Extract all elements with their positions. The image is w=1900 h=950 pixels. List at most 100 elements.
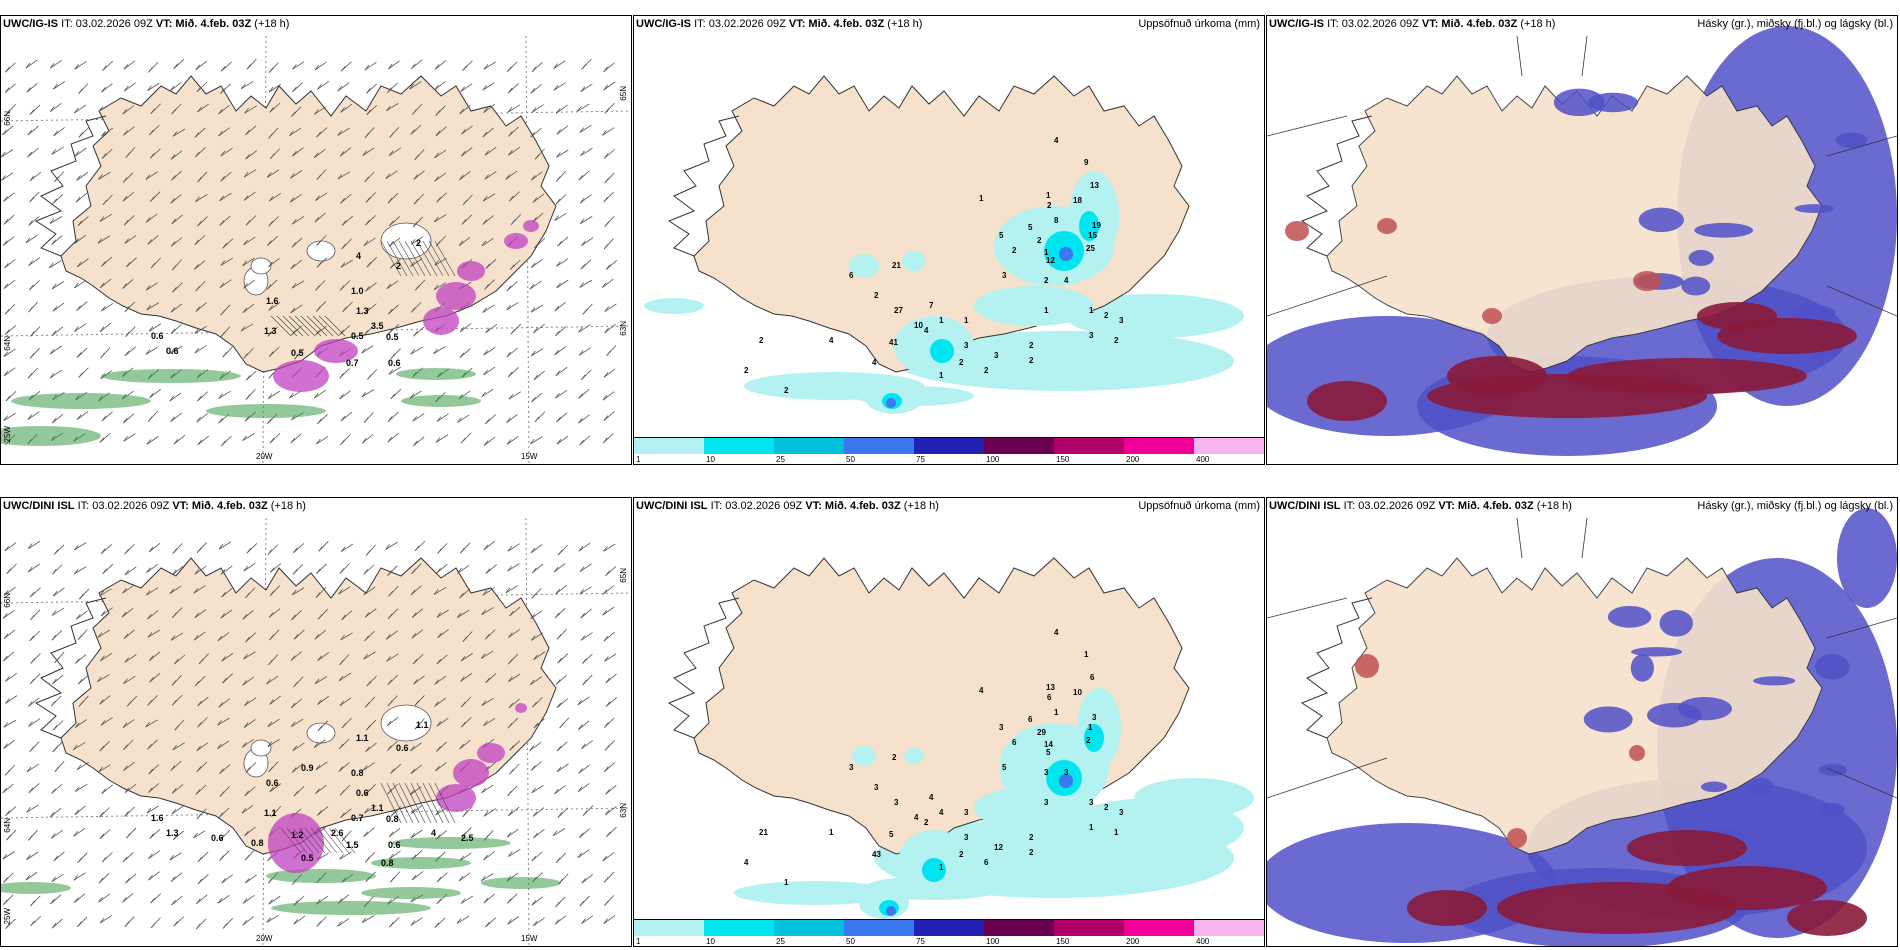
wind-barb-flag	[292, 745, 298, 752]
wind-barb	[485, 564, 498, 574]
wind-barb	[602, 127, 615, 136]
wind-barb	[533, 828, 545, 839]
wind-barb-flag	[49, 348, 55, 355]
wind-barb-flag	[412, 221, 418, 228]
wind-barb	[603, 411, 615, 421]
wind-barb	[292, 587, 305, 596]
wind-barb	[147, 235, 159, 245]
wind-barb-flag	[315, 306, 321, 312]
wind-barb-flag	[268, 133, 273, 139]
wind-barb	[337, 127, 350, 136]
wind-map-panel: UWC/IG-IS IT: 03.02.2026 09Z VT: Mið. 4.…	[0, 15, 632, 465]
wind-barb	[483, 366, 496, 376]
wind-barb	[28, 216, 40, 226]
precip-value-label: 0.6	[356, 788, 369, 798]
wind-barb	[148, 323, 162, 332]
wind-barb	[49, 102, 62, 112]
wind-barb-flag	[49, 372, 55, 379]
hatch-line	[434, 240, 456, 277]
wind-barb	[604, 653, 617, 662]
wind-barb	[101, 784, 113, 794]
wind-barb-flag	[169, 854, 175, 861]
wind-barb-flag	[507, 919, 512, 925]
wind-barb-flag	[26, 766, 32, 773]
wind-barb	[530, 436, 543, 445]
wind-barb	[603, 81, 616, 91]
wind-barb	[101, 127, 114, 137]
precip-value-label: 2	[1114, 336, 1119, 345]
wind-barb-flag	[147, 85, 152, 91]
valid-label: VT:	[1421, 18, 1439, 30]
lat-label: 66N	[3, 593, 12, 608]
hatch-line	[398, 782, 420, 824]
wind-barb	[554, 301, 566, 312]
wind-barb-flag	[5, 676, 10, 682]
wind-barb-flag	[579, 197, 585, 204]
wind-barb-flag	[413, 331, 418, 337]
wind-barb-flag	[73, 875, 79, 881]
wind-barb	[51, 918, 63, 929]
wind-barb	[365, 742, 377, 752]
precip-value-label: 0.6	[396, 743, 409, 753]
glacier	[380, 704, 432, 742]
wind-barb	[169, 82, 182, 92]
wind-barb	[411, 629, 424, 639]
green-precip-band	[1, 426, 101, 446]
wind-barb-flag	[340, 197, 345, 204]
wind-barb-flag	[241, 742, 247, 748]
wind-barb	[413, 170, 425, 180]
wind-barb-flag	[578, 417, 583, 424]
wind-map	[1, 517, 631, 946]
wind-barb-flag	[3, 899, 8, 905]
precip-value-label: 0.8	[386, 814, 399, 824]
wind-barb-flag	[364, 807, 369, 814]
wind-barb	[25, 871, 38, 881]
wind-barb-flag	[145, 217, 151, 223]
wind-barb-flag	[28, 787, 34, 794]
wind-barb	[267, 739, 280, 748]
wind-barb-flag	[240, 325, 246, 332]
precip-map-panel: UWC/IG-IS IT: 03.02.2026 09Z VT: Mið. 4.…	[633, 15, 1265, 465]
wind-barb-flag	[75, 196, 81, 203]
wind-barb-flag	[556, 439, 562, 445]
wind-barb-flag	[148, 768, 154, 775]
wind-barb-flag	[197, 220, 202, 227]
wind-barb-flag	[221, 656, 226, 662]
wind-barb-flag	[482, 84, 488, 91]
wind-barb-flag	[267, 240, 272, 246]
iceland-land	[1326, 75, 1823, 373]
wind-barb-flag	[76, 305, 81, 311]
precip-legend: 1 10 25 50 75 100 150 200 400	[634, 919, 1264, 946]
wind-barb-flag	[361, 917, 367, 924]
wind-barb-flag	[604, 107, 610, 114]
wind-barb-flag	[51, 149, 57, 155]
wind-barb-flag	[603, 546, 608, 552]
wind-barb-flag	[123, 130, 128, 136]
cloud-map-subtitle: Hásky (gr.), miðsky (fj.bl.) og lágsky (…	[1697, 18, 1893, 30]
wind-barb-flag	[174, 725, 180, 731]
wind-barb	[171, 895, 183, 906]
precip-value-label: 3	[1089, 331, 1094, 340]
wind-barb-flag	[338, 766, 344, 772]
wind-barb-flag	[171, 108, 176, 115]
wind-barb	[148, 871, 160, 881]
wind-barb	[3, 279, 16, 289]
valid-time: Mið. 4.feb. 03Z	[191, 500, 268, 512]
wind-barb-flag	[221, 440, 226, 447]
wind-barb-flag	[509, 264, 515, 270]
wind-barb	[386, 630, 398, 640]
wind-barb-flag	[505, 587, 511, 594]
wind-barb-flag	[365, 219, 370, 226]
wind-barb-flag	[3, 283, 9, 289]
westfjords-coast	[667, 597, 740, 739]
wind-barb-flag	[483, 369, 488, 376]
wind-barb	[435, 434, 449, 443]
wind-barb-flag	[603, 415, 609, 421]
wind-barb-flag	[554, 919, 560, 925]
wind-barb	[409, 81, 422, 90]
wind-barb-flag	[100, 719, 106, 726]
wind-barb	[482, 82, 495, 91]
wind-barb-flag	[434, 216, 439, 223]
wind-barb	[220, 565, 233, 575]
precip-value-label: 1.1	[371, 803, 384, 813]
